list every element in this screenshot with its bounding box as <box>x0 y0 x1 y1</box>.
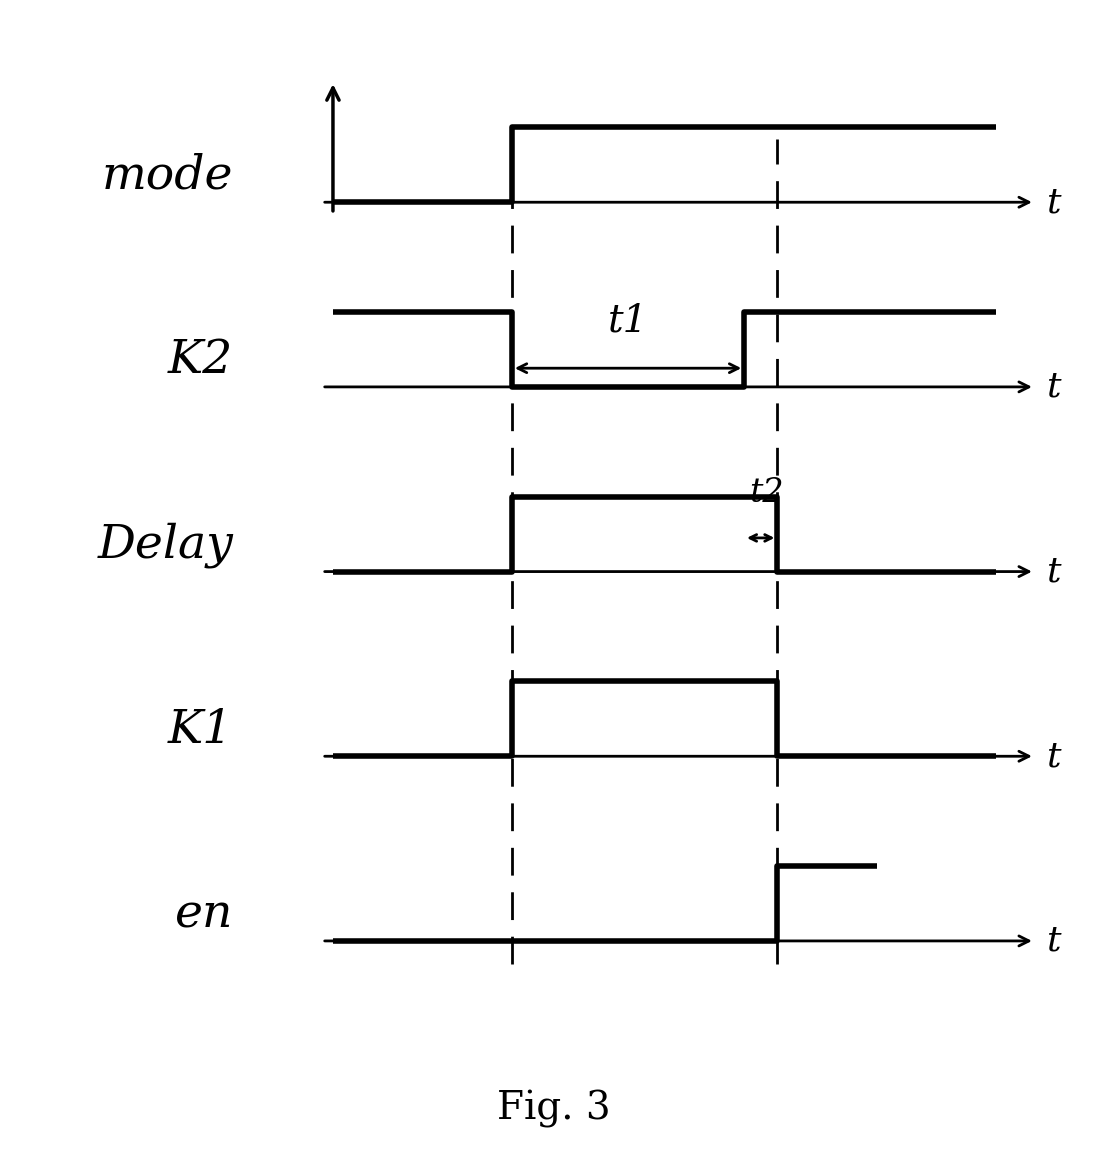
Text: K1: K1 <box>168 707 234 753</box>
Text: t: t <box>1046 185 1060 219</box>
Text: t2: t2 <box>750 477 784 509</box>
Text: K2: K2 <box>168 338 234 383</box>
Text: t: t <box>1046 739 1060 773</box>
Text: Fig. 3: Fig. 3 <box>497 1090 611 1128</box>
Text: t: t <box>1046 370 1060 404</box>
Text: mode: mode <box>102 154 234 199</box>
Text: Delay: Delay <box>98 523 234 568</box>
Text: t1: t1 <box>608 302 648 339</box>
Text: t: t <box>1046 554 1060 589</box>
Text: t: t <box>1046 924 1060 958</box>
Text: en: en <box>175 892 234 937</box>
